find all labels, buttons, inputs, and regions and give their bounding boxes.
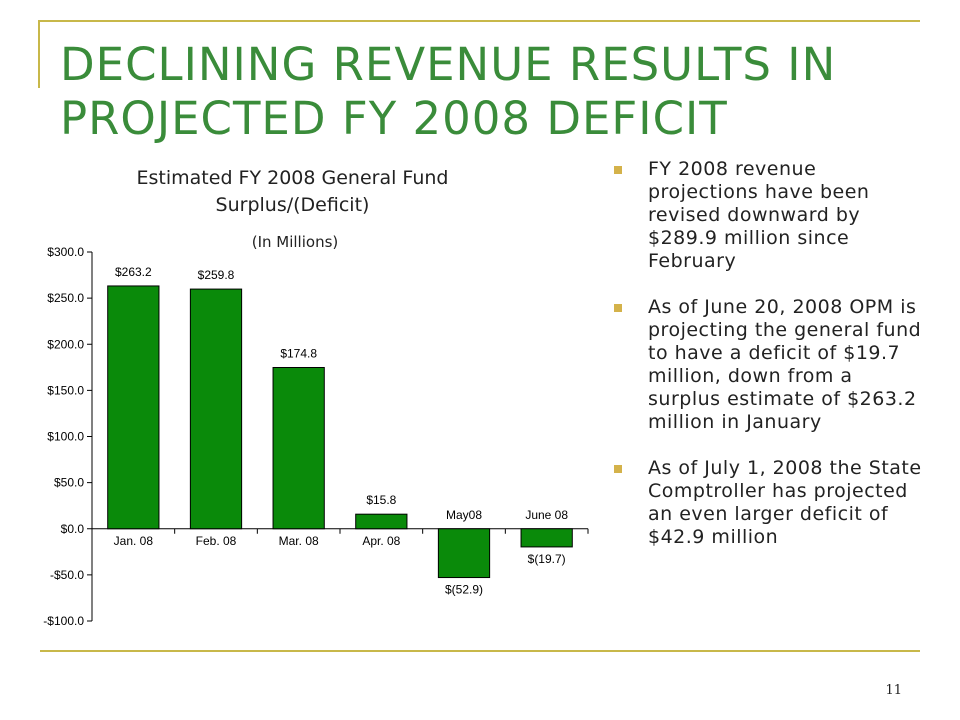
bar xyxy=(520,528,573,548)
slide-title: DECLINING REVENUE RESULTS IN PROJECTED F… xyxy=(60,38,940,146)
bullet-text: As of June 20, 2008 OPM is projecting th… xyxy=(648,296,922,433)
bullet-item: As of June 20, 2008 OPM is projecting th… xyxy=(610,296,930,434)
bar xyxy=(189,288,243,530)
y-tick-label: $200.0 xyxy=(47,337,84,351)
data-label: $263.2 xyxy=(115,265,152,279)
slide-title-line-2: PROJECTED FY 2008 DEFICIT xyxy=(60,92,728,145)
x-tick-label: Feb. 08 xyxy=(196,534,237,548)
y-tick-label: -$100.0 xyxy=(43,614,84,628)
top-rule xyxy=(40,20,920,22)
chart-subtitle: (In Millions) xyxy=(251,233,339,251)
bullet-item: FY 2008 revenue projections have been re… xyxy=(610,158,930,273)
bullet-item: As of July 1, 2008 the State Comptroller… xyxy=(610,457,930,549)
data-label: $15.8 xyxy=(366,493,396,507)
y-tick-label: $50.0 xyxy=(54,476,84,490)
data-label: $174.8 xyxy=(280,346,317,360)
y-tick-label: $150.0 xyxy=(47,383,84,397)
y-tick-label: $250.0 xyxy=(47,291,84,305)
bar xyxy=(272,366,325,530)
bullet-text: As of July 1, 2008 the State Comptroller… xyxy=(648,457,922,548)
data-label: $(19.7) xyxy=(528,552,566,566)
y-tick-label: -$50.0 xyxy=(50,568,84,582)
square-bullet-icon xyxy=(614,166,622,174)
y-tick-label: $300.0 xyxy=(47,245,84,259)
bar xyxy=(355,513,408,530)
square-bullet-icon xyxy=(614,304,622,312)
x-tick-label: May08 xyxy=(446,508,482,522)
page-number: 11 xyxy=(885,683,902,698)
data-label: $259.8 xyxy=(198,268,235,282)
data-label: $(52.9) xyxy=(445,583,483,597)
bar xyxy=(437,528,491,579)
x-tick-label: June 08 xyxy=(525,508,568,522)
x-tick-label: Jan. 08 xyxy=(114,534,154,548)
slide-title-line-1: DECLINING REVENUE RESULTS IN xyxy=(60,38,837,91)
title-left-rule xyxy=(38,20,40,88)
square-bullet-icon xyxy=(614,465,622,473)
bar xyxy=(107,285,160,530)
x-tick-label: Apr. 08 xyxy=(362,534,400,548)
bottom-rule xyxy=(40,650,920,652)
y-tick-label: $100.0 xyxy=(47,430,84,444)
x-tick-label: Mar. 08 xyxy=(279,534,319,548)
bar-chart: $300.0 $250.0 $200.0 $150.0 $100.0 $50.0 $0.0 -… xyxy=(43,245,589,628)
bullet-text: FY 2008 revenue projections have been re… xyxy=(648,158,870,272)
bullet-list: FY 2008 revenue projections have been re… xyxy=(610,158,930,572)
y-tick-label: $0.0 xyxy=(61,522,85,536)
chart-title: Estimated FY 2008 General Fund Surplus/(… xyxy=(136,167,449,216)
